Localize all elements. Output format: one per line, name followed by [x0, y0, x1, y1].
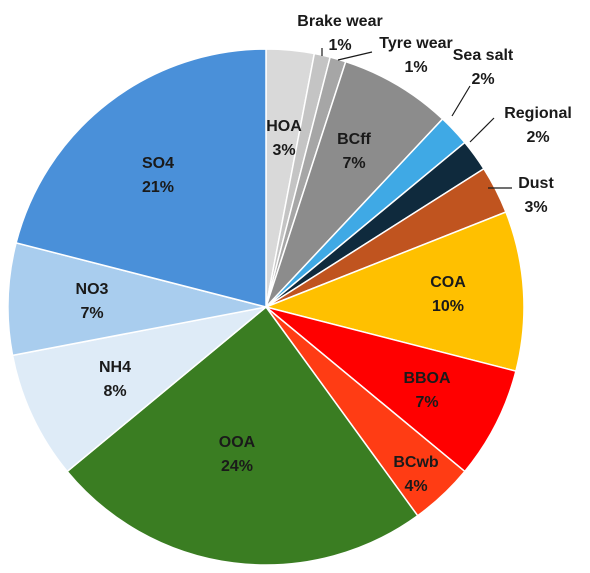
slice-label-ooa: OOA 24%: [219, 434, 256, 475]
slice-label-nh4: NH4 8%: [99, 359, 131, 400]
slice-no3: [7, 241, 267, 357]
slice-coa: [263, 211, 525, 373]
slice-pct-regional: 2%: [526, 129, 549, 146]
slice-name-bcff: BCff: [337, 131, 371, 148]
slice-name-sea-salt: Sea salt: [453, 47, 514, 64]
slice-name-hoa: HOA: [266, 118, 302, 135]
slice-labels: HOA 3% Brake wear 1% Tyre wear 1% BCff 7% Sea sa…: [76, 13, 572, 495]
slice-pct-brake-wear: 1%: [328, 37, 351, 54]
slice-bboa: [265, 306, 517, 473]
slice-name-brake-wear: Brake wear: [297, 13, 382, 30]
slice-pct-nh4: 8%: [103, 383, 126, 400]
slice-name-no3: NO3: [76, 281, 109, 298]
slice-label-brake-wear: Brake wear 1%: [297, 13, 382, 54]
slice-name-ooa: OOA: [219, 434, 256, 451]
pie-slices: [7, 48, 525, 566]
slice-pct-bboa: 7%: [415, 394, 438, 411]
slice-label-bcff: BCff 7%: [337, 131, 371, 172]
slice-nh4: [11, 306, 267, 473]
slice-pct-tyre-wear: 1%: [404, 59, 427, 76]
slice-pct-no3: 7%: [80, 305, 103, 322]
slice-pct-bcff: 7%: [342, 155, 365, 172]
slice-label-dust: Dust 3%: [518, 175, 554, 216]
slice-pct-so4: 21%: [142, 179, 174, 196]
leader-line-regional: [469, 117, 495, 143]
slice-pct-coa: 10%: [432, 298, 464, 315]
slice-pct-ooa: 24%: [221, 458, 253, 475]
slice-label-bcwb: BCwb 4%: [393, 454, 439, 495]
slice-name-regional: Regional: [504, 105, 572, 122]
leader-lines: [321, 48, 512, 189]
slice-label-bboa: BBOA 7%: [403, 370, 451, 411]
slice-pct-bcwb: 4%: [404, 478, 427, 495]
slice-name-coa: COA: [430, 274, 466, 291]
slice-label-tyre-wear: Tyre wear 1%: [379, 35, 453, 76]
slice-name-tyre-wear: Tyre wear: [379, 35, 453, 52]
slice-label-hoa: HOA 3%: [266, 118, 302, 159]
slice-name-nh4: NH4: [99, 359, 131, 376]
slice-label-so4: SO4 21%: [142, 155, 174, 196]
slice-label-no3: NO3 7%: [76, 281, 109, 322]
slice-bcff: [265, 60, 444, 308]
slice-ooa: [66, 305, 419, 566]
slice-pct-sea-salt: 2%: [471, 71, 494, 88]
leader-line-tyre-wear: [337, 51, 373, 61]
slice-label-coa: COA 10%: [430, 274, 466, 315]
slice-name-dust: Dust: [518, 175, 554, 192]
slice-label-regional: Regional 2%: [504, 105, 572, 146]
slice-name-bboa: BBOA: [403, 370, 451, 387]
slice-pct-hoa: 3%: [272, 142, 295, 159]
slice-name-so4: SO4: [142, 155, 174, 172]
slice-so4: [15, 48, 267, 308]
slice-label-sea-salt: Sea salt 2%: [453, 47, 514, 88]
slice-pct-dust: 3%: [524, 199, 547, 216]
leader-line-sea-salt: [451, 85, 471, 117]
slice-name-bcwb: BCwb: [393, 454, 439, 471]
